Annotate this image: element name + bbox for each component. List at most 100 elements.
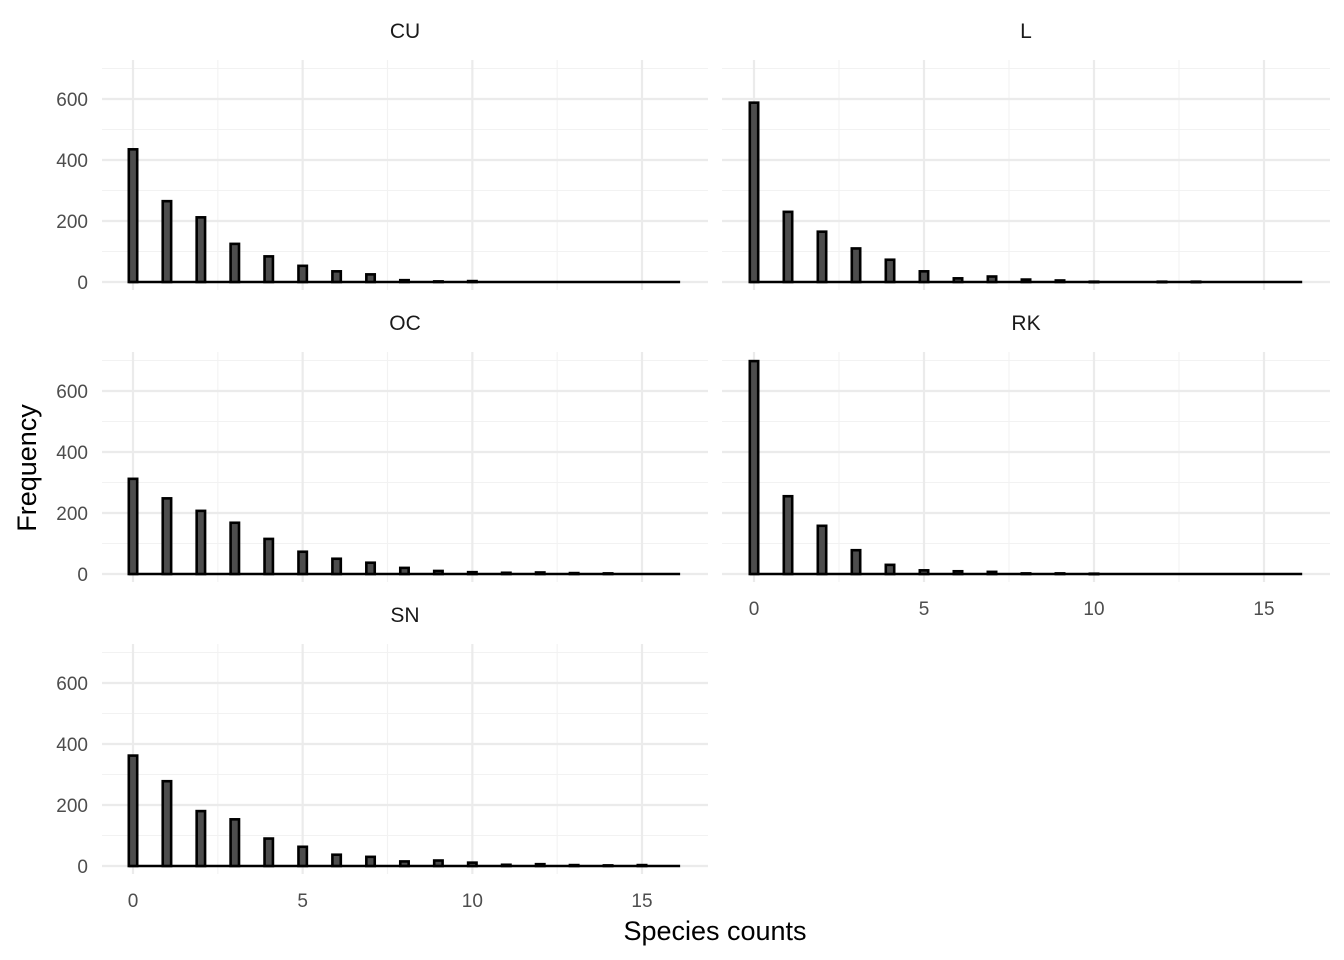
bar (398, 566, 410, 576)
bar (500, 863, 512, 868)
bar (986, 275, 998, 284)
bar (816, 230, 828, 284)
bar (1088, 280, 1100, 284)
bar (263, 537, 275, 576)
y-axis-title: Frequency (12, 404, 42, 532)
bar (1020, 572, 1032, 576)
bar (782, 494, 794, 576)
x-tick-label: 0 (128, 891, 139, 912)
facet-strip-label: OC (389, 312, 421, 335)
bar (1054, 279, 1066, 284)
bar (432, 569, 444, 576)
bar (1190, 280, 1202, 284)
bar (229, 521, 241, 576)
bar (952, 277, 964, 284)
bar (161, 497, 173, 576)
bar (918, 270, 930, 284)
bar (568, 571, 580, 576)
y-tick-label: 400 (56, 151, 88, 172)
x-tick-label: 15 (1253, 599, 1274, 620)
bar (229, 242, 241, 284)
bar (918, 569, 930, 576)
bar (161, 779, 173, 868)
bar (850, 548, 862, 576)
bar (850, 247, 862, 284)
bar (466, 861, 478, 868)
y-tick-label: 600 (56, 382, 88, 403)
bar (398, 278, 410, 284)
bar (127, 148, 139, 284)
bar (297, 845, 309, 868)
bar (263, 255, 275, 284)
bar (331, 557, 343, 576)
bar (466, 570, 478, 576)
bar (331, 853, 343, 868)
panel-sn: SN 0 200 400 600 0 5 10 15 (56, 604, 708, 912)
bar (986, 570, 998, 576)
bar (432, 859, 444, 868)
y-tick-label: 200 (56, 212, 88, 233)
bar (365, 855, 377, 868)
bar (884, 258, 896, 284)
facet-strip-label: CU (390, 20, 420, 43)
y-tick-label: 400 (56, 735, 88, 756)
bar (432, 280, 444, 284)
y-tick-label: 400 (56, 443, 88, 464)
x-tick-label: 10 (462, 891, 483, 912)
bar (195, 809, 207, 868)
bar (195, 216, 207, 284)
bar (398, 860, 410, 868)
x-tick-label: 0 (749, 599, 760, 620)
bar (127, 754, 139, 868)
bar (636, 863, 648, 868)
bar (748, 359, 760, 576)
bar (1088, 572, 1100, 576)
x-tick-label: 10 (1083, 599, 1104, 620)
bar (568, 863, 580, 868)
y-tick-label: 0 (77, 273, 88, 294)
facet-strip-label: RK (1011, 312, 1040, 335)
panel-oc: OC 0 200 400 600 (56, 312, 708, 586)
bar (748, 101, 760, 284)
bar (782, 210, 794, 284)
bar (263, 837, 275, 868)
bar (127, 477, 139, 576)
bar (602, 864, 614, 868)
bar (365, 561, 377, 576)
bar (161, 199, 173, 284)
bar (1156, 280, 1168, 284)
bar (195, 509, 207, 576)
panel-rk: RK 0 5 10 15 (722, 312, 1330, 620)
bar (534, 571, 546, 576)
bar (331, 270, 343, 284)
bar (466, 279, 478, 284)
x-tick-label: 5 (919, 599, 930, 620)
y-tick-label: 200 (56, 796, 88, 817)
bar (884, 563, 896, 576)
y-tick-label: 200 (56, 504, 88, 525)
panel-cu: CU 0 200 400 600 (56, 20, 708, 294)
y-tick-label: 600 (56, 674, 88, 695)
bar (952, 569, 964, 576)
facet-strip-label: L (1020, 20, 1032, 43)
panels-layer: CU 0 200 400 600 L OC 0 200 400 600 RK 0 5 10 15 SN 0 200 4… (56, 20, 1330, 912)
x-axis-title: Species counts (623, 916, 806, 946)
bar (816, 524, 828, 576)
bar (297, 264, 309, 284)
bar (500, 571, 512, 576)
bar (1020, 278, 1032, 284)
bar (1054, 572, 1066, 576)
x-tick-label: 15 (631, 891, 652, 912)
bar (365, 273, 377, 284)
y-tick-label: 600 (56, 90, 88, 111)
panel-l: L (722, 20, 1330, 290)
bar (297, 550, 309, 576)
bar (229, 818, 241, 868)
y-tick-label: 0 (77, 565, 88, 586)
bar (602, 572, 614, 576)
y-tick-label: 0 (77, 857, 88, 878)
facet-strip-label: SN (390, 604, 419, 627)
x-tick-label: 5 (297, 891, 308, 912)
bar (534, 862, 546, 868)
